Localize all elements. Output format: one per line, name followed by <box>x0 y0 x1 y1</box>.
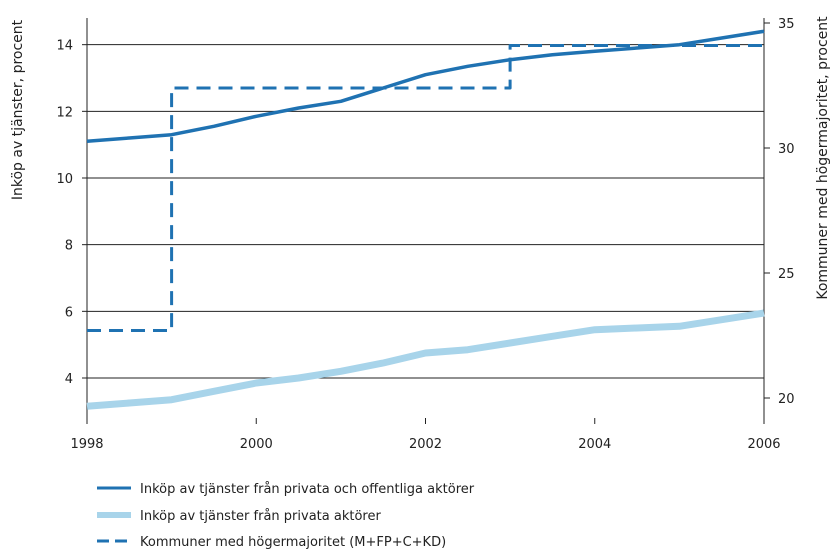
series-line-0 <box>86 29 765 144</box>
right-tick-label-30: 30 <box>778 142 795 157</box>
left-tick-label-10: 10 <box>56 172 73 187</box>
x-tick-label-2006: 2006 <box>747 437 780 452</box>
series-lines <box>86 29 765 410</box>
left-tick-label-6: 6 <box>65 305 73 320</box>
tick-labels: 4 6 8 10 12 14 20 25 30 35 1998 2000 2002 2004 2006 <box>56 17 794 452</box>
left-tick-label-14: 14 <box>56 39 73 54</box>
right-axis-title: Kommuner med högermajoritet, procent <box>815 16 831 300</box>
legend-label-private: Inköp av tjänster från privata aktörer <box>140 509 381 524</box>
legend-item-total: Inköp av tjänster från privata och offen… <box>97 482 475 497</box>
legend-item-majority: Kommuner med högermajoritet (M+FP+C+KD) <box>97 535 446 550</box>
axes <box>86 18 765 418</box>
x-tick-label-2002: 2002 <box>409 437 442 452</box>
x-tick-label-1998: 1998 <box>70 437 103 452</box>
gridlines <box>87 44 764 379</box>
right-tick-label-20: 20 <box>778 392 795 407</box>
series-line-1 <box>86 309 765 410</box>
left-tick-label-8: 8 <box>65 239 73 254</box>
series-line-2 <box>87 44 764 332</box>
right-tick-label-35: 35 <box>778 17 795 32</box>
x-tick-label-2004: 2004 <box>578 437 611 452</box>
left-tick-label-12: 12 <box>56 105 73 120</box>
legend-label-majority: Kommuner med högermajoritet (M+FP+C+KD) <box>140 535 446 550</box>
left-tick-label-4: 4 <box>65 372 73 387</box>
right-tick-label-25: 25 <box>778 267 795 282</box>
x-tick-label-2000: 2000 <box>240 437 273 452</box>
legend: Inköp av tjänster från privata och offen… <box>97 482 475 550</box>
legend-label-total: Inköp av tjänster från privata och offen… <box>140 482 475 497</box>
legend-item-private: Inköp av tjänster från privata aktörer <box>97 509 381 524</box>
left-axis-title: Inköp av tjänster, procent <box>10 19 26 200</box>
